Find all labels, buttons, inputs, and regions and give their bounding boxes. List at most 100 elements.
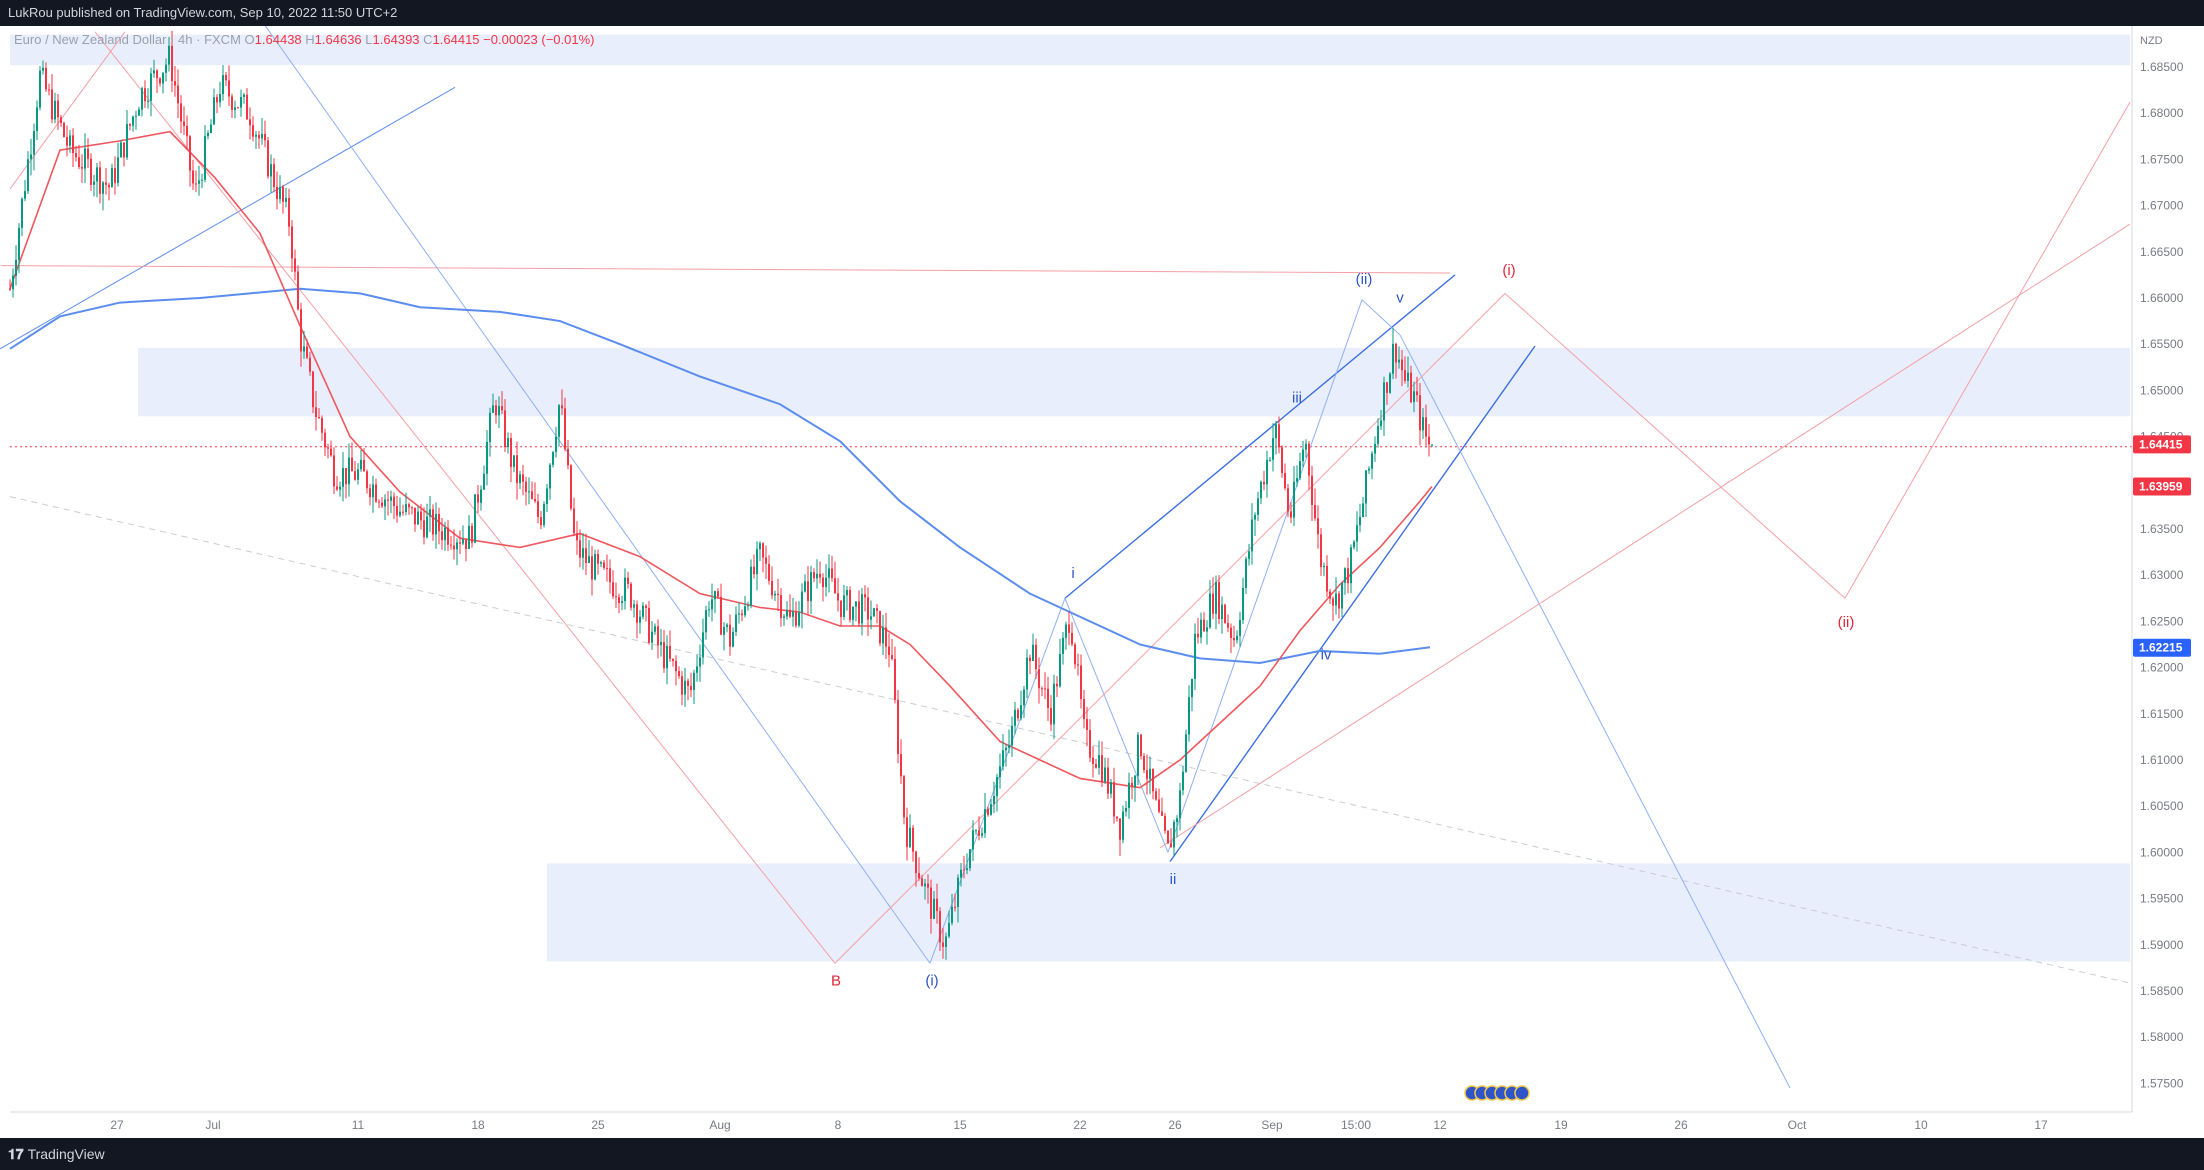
- candle-body: [1299, 461, 1301, 479]
- candle-body: [228, 80, 230, 97]
- candle-body: [510, 438, 512, 467]
- x-tick-label: 11: [352, 1118, 365, 1132]
- candle-body: [246, 94, 248, 120]
- candle-body: [687, 680, 689, 687]
- candle-body: [315, 407, 317, 418]
- candle-body: [216, 97, 218, 103]
- candle-body: [1143, 755, 1145, 771]
- candle-body: [1290, 511, 1292, 518]
- candle-body: [816, 573, 818, 579]
- candle-body: [753, 566, 755, 575]
- candle-body: [243, 94, 245, 98]
- candle-body: [540, 517, 542, 526]
- candle-body: [1026, 657, 1028, 690]
- candle-body: [177, 85, 179, 104]
- candle-body: [879, 610, 881, 644]
- candle-body: [579, 540, 581, 558]
- candle-body: [903, 776, 905, 818]
- candle-body: [348, 457, 350, 485]
- candle-body: [225, 75, 227, 81]
- wave-label-8: (i): [1502, 262, 1515, 279]
- candle-body: [792, 611, 794, 617]
- candle-body: [1422, 417, 1424, 431]
- candle-body: [1041, 688, 1043, 690]
- wave-label-0: B: [831, 972, 841, 989]
- candle-body: [882, 627, 884, 644]
- candle-body: [168, 45, 170, 65]
- y-tick-label: 1.68000: [2140, 106, 2184, 120]
- candle-body: [960, 869, 962, 878]
- candle-body: [996, 777, 998, 796]
- candle-body: [1053, 683, 1055, 725]
- candle-body: [369, 488, 371, 498]
- candle-body: [51, 89, 53, 120]
- candle-body: [516, 455, 518, 484]
- candle-body: [885, 627, 887, 647]
- candle-body: [891, 654, 893, 659]
- candle-body: [1266, 459, 1268, 485]
- candle-body: [18, 227, 20, 260]
- time-axis[interactable]: 27 Jul 11 18 25 Aug 8 15 22 26 Sep 15:00 12 19 26 Oct 10…: [110, 1118, 2048, 1132]
- candle-body: [1308, 443, 1310, 476]
- candle-body: [483, 473, 485, 490]
- y-tick-label: 1.61000: [2140, 753, 2184, 767]
- price-tag-text-1: 1.63959: [2139, 480, 2183, 494]
- candle-body: [405, 504, 407, 512]
- candle-body: [738, 613, 740, 615]
- candle-body: [219, 94, 221, 103]
- candle-body: [921, 878, 923, 887]
- candle-body: [813, 572, 815, 579]
- footer-bar: 𝟏𝟕 TradingView: [0, 1138, 2204, 1170]
- event-icons[interactable]: [1464, 1085, 1530, 1101]
- event-icon[interactable]: [1514, 1085, 1530, 1101]
- candle-body: [126, 124, 128, 158]
- candle-body: [282, 186, 284, 202]
- candle-body: [828, 568, 830, 578]
- candle-body: [1122, 811, 1124, 840]
- y-tick-label: 1.58500: [2140, 984, 2184, 998]
- candle-body: [906, 817, 908, 847]
- candle-body: [933, 898, 935, 919]
- candle-body: [267, 140, 269, 177]
- candle-body: [213, 97, 215, 125]
- candle-body: [198, 180, 200, 184]
- candle-body: [846, 590, 848, 596]
- candle-body: [774, 593, 776, 596]
- candle-body: [24, 191, 26, 199]
- publisher-bar: LukRou published on TradingView.com, Sep…: [0, 0, 2204, 26]
- candle-body: [948, 922, 950, 937]
- candle-body: [84, 148, 86, 169]
- symbol-legend: Euro / New Zealand Dollar · 4h · FXCM O1…: [14, 32, 595, 47]
- publisher-text: LukRou published on TradingView.com, Sep…: [8, 5, 398, 20]
- candle-body: [93, 181, 95, 185]
- candle-body: [759, 543, 761, 550]
- candle-body: [972, 830, 974, 850]
- candle-body: [489, 412, 491, 442]
- candle-body: [1248, 551, 1250, 559]
- candle-body: [354, 471, 356, 480]
- price-tag-0: [2133, 435, 2191, 454]
- footer-brand[interactable]: TradingView: [27, 1146, 105, 1162]
- candle-body: [1074, 644, 1076, 665]
- candle-body: [234, 107, 236, 110]
- candle-body: [744, 606, 746, 616]
- candle-body: [426, 516, 428, 538]
- candle-body: [714, 591, 716, 600]
- candle-body: [1179, 790, 1181, 819]
- candle-body: [1206, 627, 1208, 632]
- candle-body: [594, 553, 596, 580]
- candle-body: [417, 511, 419, 525]
- candle-body: [300, 309, 302, 352]
- candle-body: [129, 124, 131, 126]
- candle-body: [90, 158, 92, 185]
- candle-body: [288, 198, 290, 227]
- price-labels: 1.64415 1.63959 1.62215: [2133, 435, 2191, 657]
- price-axis[interactable]: 1.68500 1.68000 1.67500 1.67000 1.66500 1.660…: [2140, 60, 2184, 1090]
- candle-body: [822, 577, 824, 588]
- candle-body: [1218, 582, 1220, 619]
- y-tick-label: 1.62500: [2140, 614, 2184, 628]
- chart-background: [0, 26, 2204, 1138]
- candle-body: [969, 849, 971, 869]
- candle-body: [507, 438, 509, 448]
